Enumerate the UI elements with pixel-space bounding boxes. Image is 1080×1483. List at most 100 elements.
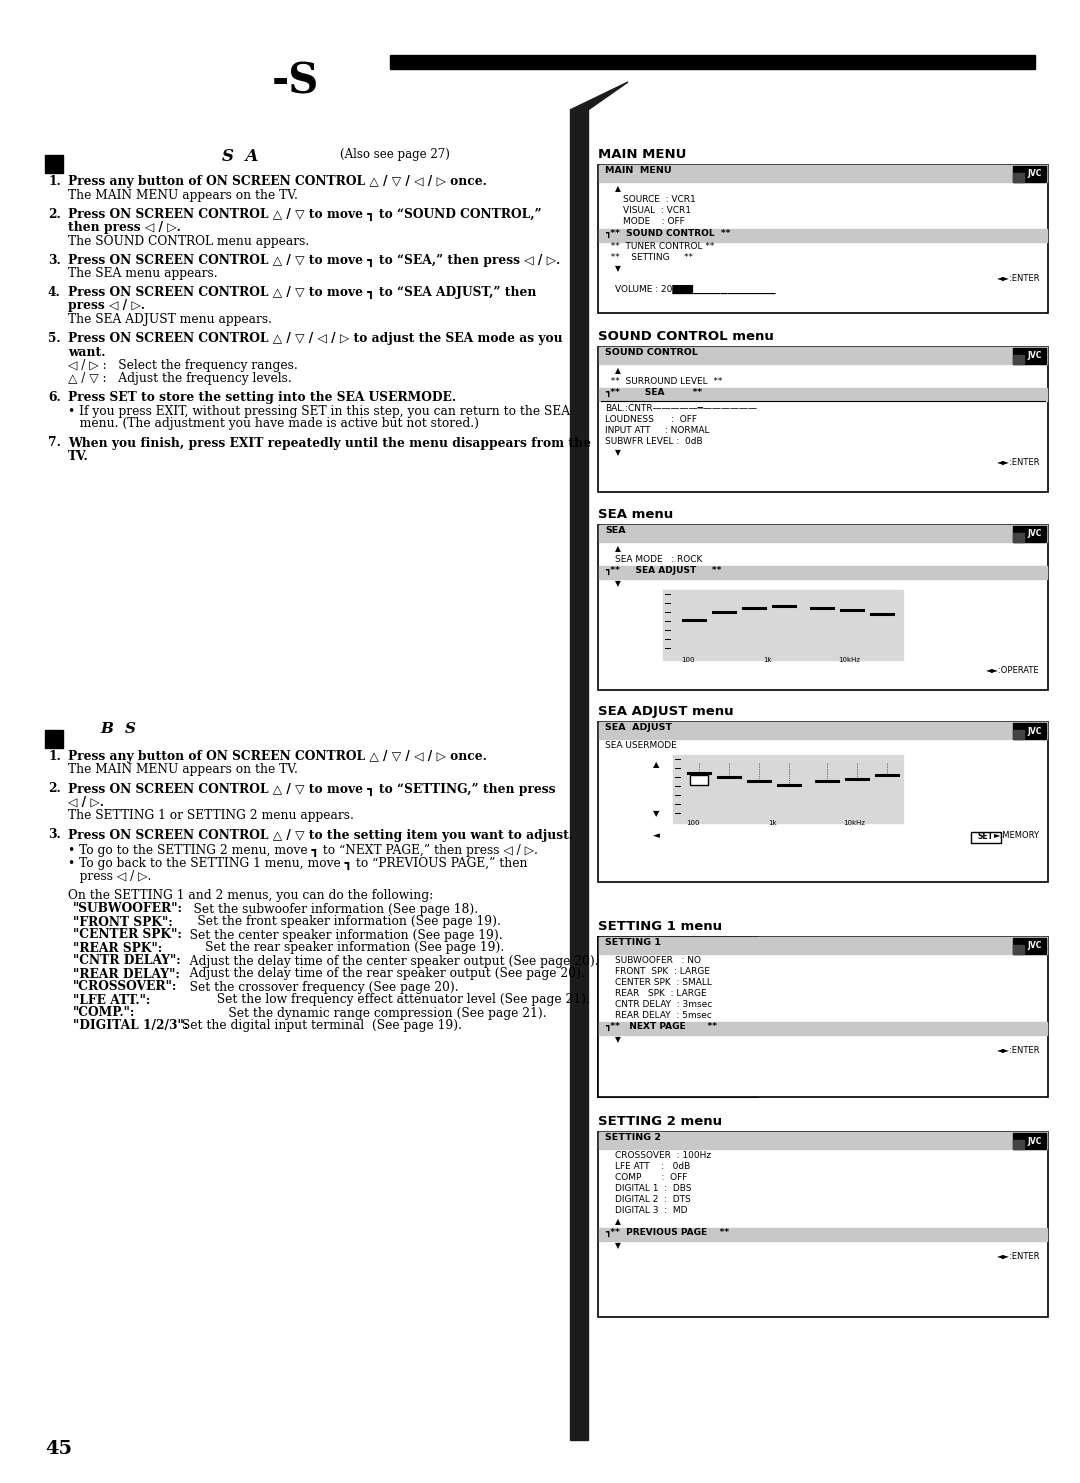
Text: 3.: 3. [48, 254, 60, 267]
Text: INPUT ATT     : NORMAL: INPUT ATT : NORMAL [605, 426, 710, 435]
Text: SEA MODE   : ROCK: SEA MODE : ROCK [615, 555, 702, 564]
Text: -S: -S [271, 59, 319, 102]
Bar [1013, 174, 1024, 182]
Text: Set the low frequency effect attenuator level (See page 21).: Set the low frequency effect attenuator … [178, 994, 590, 1007]
Text: 100: 100 [681, 657, 694, 663]
Text: ▼: ▼ [653, 810, 660, 819]
Bar [598, 722, 1048, 882]
Text: SOURCE  : VCR1: SOURCE : VCR1 [623, 194, 696, 205]
Text: "CENTER SPK":: "CENTER SPK": [73, 928, 181, 942]
Text: Press ON SCREEN CONTROL △ / ▽ to the setting item you want to adjust.: Press ON SCREEN CONTROL △ / ▽ to the set… [68, 829, 573, 841]
Text: Set the rear speaker information (See page 19).: Set the rear speaker information (See pa… [178, 942, 504, 955]
Text: LOUDNESS      :  OFF: LOUDNESS : OFF [605, 415, 697, 424]
Text: SET: SET [978, 832, 994, 841]
Text: ┓**  PREVIOUS PAGE    **: ┓** PREVIOUS PAGE ** [605, 1228, 729, 1237]
Bar [599, 165, 1047, 182]
Text: ▲: ▲ [615, 366, 621, 375]
Bar [1013, 724, 1047, 739]
Bar [599, 525, 1047, 541]
Text: "DIGITAL 1/2/3":: "DIGITAL 1/2/3": [73, 1019, 188, 1032]
Text: ┓**  SOUND CONTROL  **: ┓** SOUND CONTROL ** [605, 228, 730, 239]
Text: LFE ATT    :   0dB: LFE ATT : 0dB [615, 1163, 690, 1172]
Bar [598, 165, 1048, 313]
Bar [599, 347, 1047, 363]
Text: DIGITAL 1  :  DBS: DIGITAL 1 : DBS [615, 1183, 691, 1192]
Text: ◁ / ▷ :   Select the frequency ranges.: ◁ / ▷ : Select the frequency ranges. [68, 359, 298, 372]
Bar [1013, 526, 1047, 541]
Bar [598, 937, 1048, 1097]
Text: CNTR DELAY  : 3msec: CNTR DELAY : 3msec [615, 1000, 712, 1008]
Bar [1013, 349, 1047, 363]
Text: The MAIN MENU appears on the TV.: The MAIN MENU appears on the TV. [68, 764, 298, 777]
Bar [598, 347, 1048, 492]
Text: CENTER SPK  : SMALL: CENTER SPK : SMALL [615, 977, 712, 988]
Text: SEA ADJUST menu: SEA ADJUST menu [598, 704, 733, 718]
Text: 3.: 3. [48, 829, 60, 841]
Bar [690, 776, 708, 785]
Text: SETTING 1: SETTING 1 [605, 939, 661, 948]
Text: Press ON SCREEN CONTROL △ / ▽ to move ┓ to “SEA,” then press ◁ / ▷.: Press ON SCREEN CONTROL △ / ▽ to move ┓ … [68, 254, 561, 267]
Text: ▲: ▲ [615, 1218, 621, 1226]
Text: ▲: ▲ [615, 544, 621, 553]
Text: ◄►:ENTER: ◄►:ENTER [997, 1252, 1040, 1261]
Text: Press ON SCREEN CONTROL △ / ▽ / ◁ / ▷ to adjust the SEA mode as you: Press ON SCREEN CONTROL △ / ▽ / ◁ / ▷ to… [68, 332, 563, 346]
Text: ◄►:ENTER: ◄►:ENTER [997, 458, 1040, 467]
Text: 2.: 2. [48, 208, 60, 221]
Text: The MAIN MENU appears on the TV.: The MAIN MENU appears on the TV. [68, 188, 298, 202]
Bar [598, 1132, 1048, 1317]
Bar [1013, 1133, 1047, 1149]
Text: △ / ▽ :   Adjust the frequency levels.: △ / ▽ : Adjust the frequency levels. [68, 372, 292, 386]
Text: Set the digital input terminal  (See page 19).: Set the digital input terminal (See page… [178, 1019, 462, 1032]
Bar [599, 722, 1047, 739]
Text: Press ON SCREEN CONTROL △ / ▽ to move ┓ to “SETTING,” then press: Press ON SCREEN CONTROL △ / ▽ to move ┓ … [68, 783, 555, 795]
Bar [45, 156, 63, 174]
Text: ┓**        SEA         **: ┓** SEA ** [605, 389, 702, 397]
Text: S: S [125, 722, 136, 736]
Text: Press any button of ON SCREEN CONTROL △ / ▽ / ◁ / ▷ once.: Press any button of ON SCREEN CONTROL △ … [68, 750, 487, 762]
Text: ▼: ▼ [615, 1241, 621, 1250]
Text: ▼: ▼ [615, 264, 621, 273]
Text: "CROSSOVER":: "CROSSOVER": [73, 980, 177, 994]
Polygon shape [570, 82, 627, 110]
Text: "SUBWOOFER":: "SUBWOOFER": [73, 903, 183, 915]
Text: ◄: ◄ [653, 830, 660, 839]
Text: VOLUME : 20███▁▁▁▁▁▁▁▁▁▁▁▁: VOLUME : 20███▁▁▁▁▁▁▁▁▁▁▁▁ [615, 285, 775, 294]
Text: Set the dynamic range compression (See page 21).: Set the dynamic range compression (See p… [178, 1007, 546, 1019]
Text: SETTING 1 menu: SETTING 1 menu [598, 919, 723, 933]
Text: SOUND CONTROL: SOUND CONTROL [605, 349, 698, 357]
Text: ◄►:OPERATE: ◄►:OPERATE [986, 666, 1040, 675]
Text: **    SETTING     **: ** SETTING ** [605, 254, 693, 262]
Text: 5.: 5. [48, 332, 60, 346]
Text: JVC: JVC [1028, 169, 1042, 178]
Text: BAL.:CNTR—————━——————: BAL.:CNTR—————━—————— [605, 403, 757, 412]
Bar [390, 55, 1035, 70]
Text: "FRONT SPK":: "FRONT SPK": [73, 915, 173, 928]
Bar [1013, 354, 1024, 363]
Text: JVC: JVC [1028, 351, 1042, 360]
Bar [598, 525, 1048, 690]
Text: 10kHz: 10kHz [843, 820, 865, 826]
Bar [599, 228, 1047, 242]
Text: "REAR SPK":: "REAR SPK": [73, 942, 162, 955]
Bar [599, 389, 1047, 400]
Bar [1013, 1140, 1024, 1149]
Text: SEA: SEA [605, 526, 625, 535]
Text: The SOUND CONTROL menu appears.: The SOUND CONTROL menu appears. [68, 234, 309, 248]
Text: CROSSOVER  : 100Hz: CROSSOVER : 100Hz [615, 1151, 711, 1160]
Text: The SEA ADJUST menu appears.: The SEA ADJUST menu appears. [68, 313, 272, 326]
Text: Set the crossover frequency (See page 20).: Set the crossover frequency (See page 20… [178, 980, 459, 994]
Text: 1k: 1k [762, 657, 771, 663]
Text: Press any button of ON SCREEN CONTROL △ / ▽ / ◁ / ▷ once.: Press any button of ON SCREEN CONTROL △ … [68, 175, 487, 188]
Text: SEA  ADJUST: SEA ADJUST [605, 724, 672, 733]
Text: Set the subwoofer information (See page 18).: Set the subwoofer information (See page … [178, 903, 478, 915]
Text: DIGITAL 3  :  MD: DIGITAL 3 : MD [615, 1206, 688, 1215]
Text: • To go back to the SETTING 1 menu, move ┓ to “PREVIOUS PAGE,” then: • To go back to the SETTING 1 menu, move… [68, 857, 527, 871]
Text: ▲: ▲ [653, 759, 660, 770]
Bar [663, 590, 903, 660]
Text: 6.: 6. [48, 392, 60, 403]
Text: B: B [100, 722, 113, 736]
Text: ▼: ▼ [615, 1035, 621, 1044]
Text: "REAR DELAY":: "REAR DELAY": [73, 967, 180, 980]
Bar [599, 937, 1047, 954]
Bar [599, 567, 1047, 578]
